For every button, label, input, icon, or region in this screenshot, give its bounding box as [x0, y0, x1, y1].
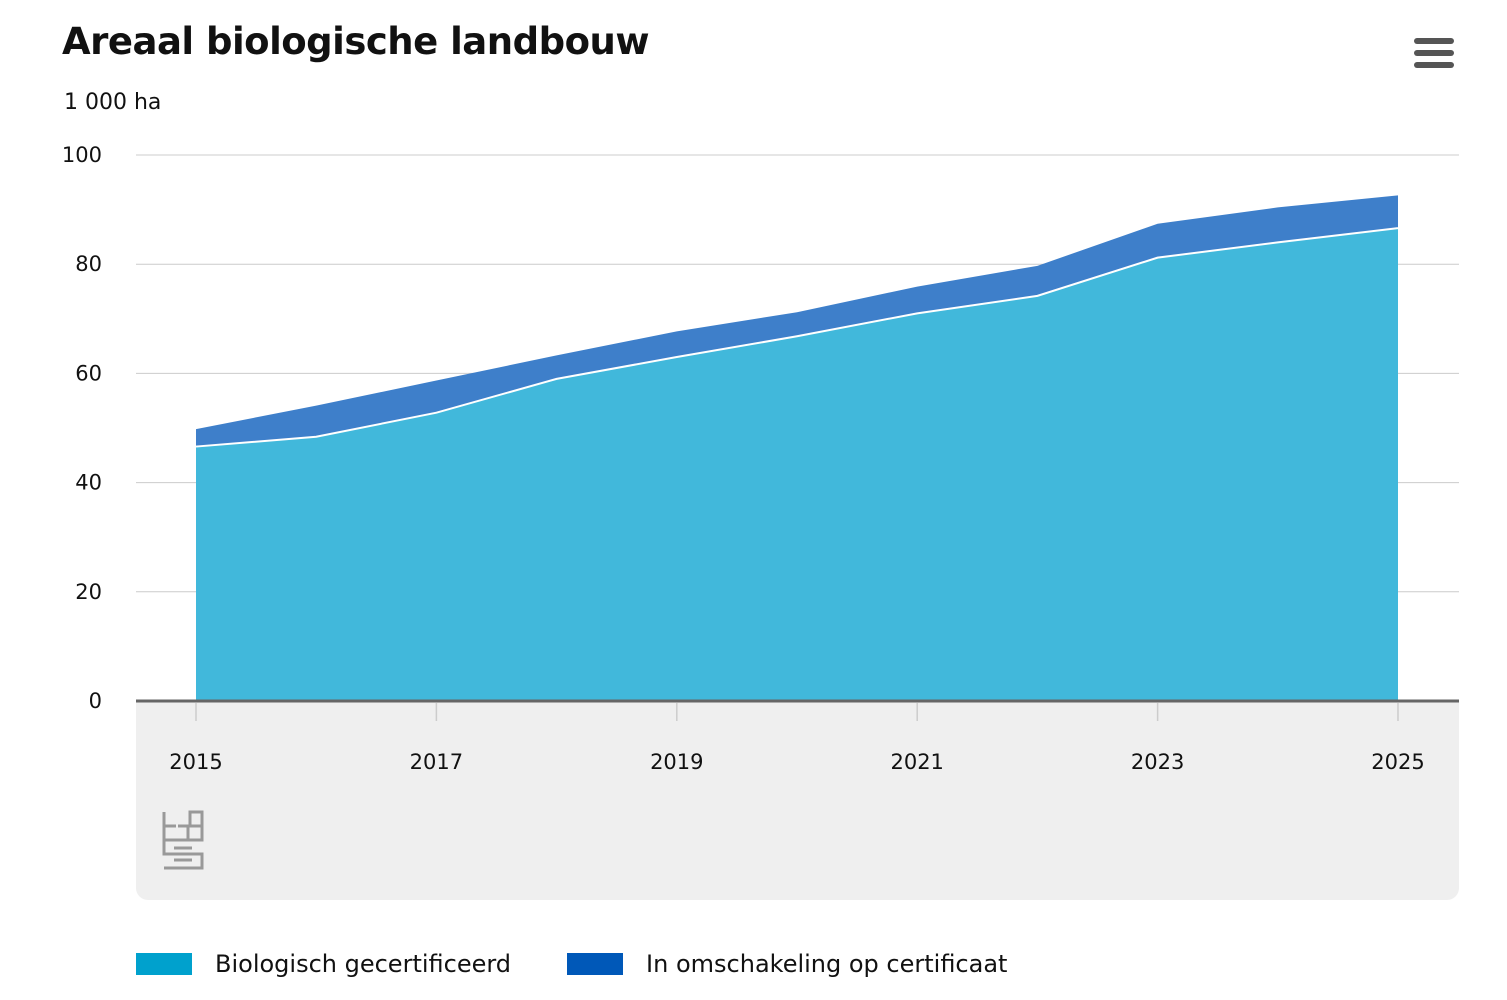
x-tick-label: 2015 [169, 750, 222, 774]
y-tick-label: 80 [75, 252, 102, 276]
legend-label: Biologisch gecertificeerd [215, 950, 512, 978]
x-axis-band [136, 702, 1459, 900]
y-tick-label: 20 [75, 580, 102, 604]
y-tick-label: 60 [75, 361, 102, 385]
legend-swatch [136, 953, 192, 975]
x-tick-label: 2025 [1371, 750, 1424, 774]
area-series-biologisch-gecertificeerd[interactable] [196, 228, 1398, 701]
x-tick-label: 2019 [650, 750, 703, 774]
series-boundary-line [195, 227, 1399, 448]
y-tick-label: 0 [89, 689, 102, 713]
x-tick-label: 2021 [890, 750, 943, 774]
y-tick-label: 40 [75, 471, 102, 495]
y-tick-label: 100 [62, 143, 102, 167]
legend-item-biologisch-gecertificeerd[interactable]: Biologisch gecertificeerd [136, 950, 511, 978]
legend-swatch [567, 953, 624, 975]
hamburger-menu-icon[interactable] [1414, 38, 1454, 72]
area-series-in-omschakeling[interactable] [196, 195, 1398, 447]
chart-legend: Biologisch gecertificeerd In omschakelin… [136, 950, 1063, 978]
cbs-logo-icon [162, 810, 204, 870]
chart-title: Areaal biologische landbouw [62, 20, 650, 63]
x-tick-label: 2017 [410, 750, 463, 774]
x-tick-label: 2023 [1131, 750, 1184, 774]
y-axis-unit-label: 1 000 ha [64, 90, 162, 115]
legend-label: In omschakeling op certificaat [646, 950, 1008, 978]
legend-item-in-omschakeling[interactable]: In omschakeling op certificaat [567, 950, 1007, 978]
